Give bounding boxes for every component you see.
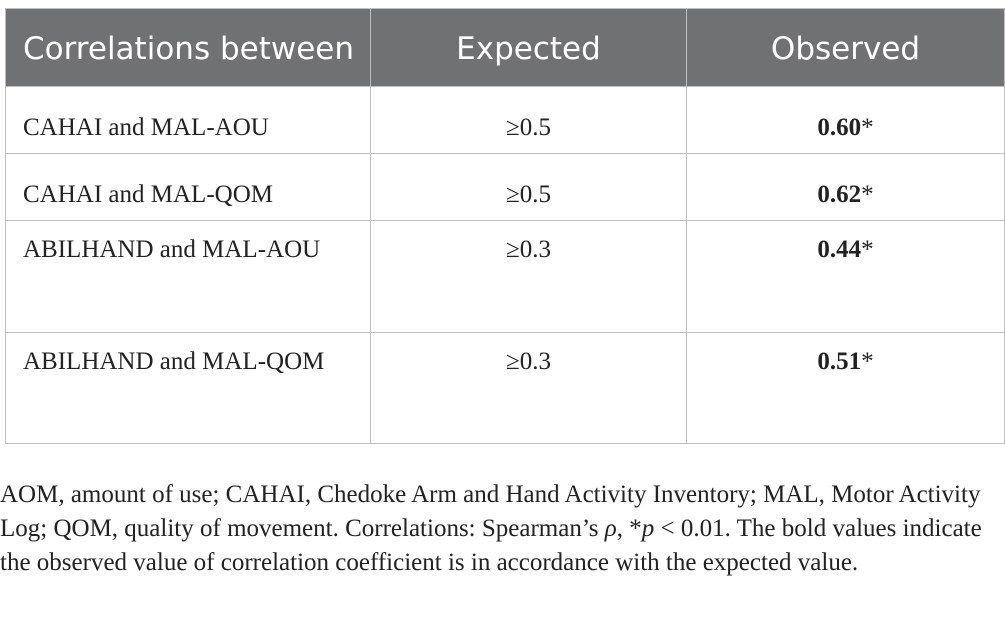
observed-value: 0.44 bbox=[817, 236, 862, 263]
table-row: CAHAI and MAL-AOU ≥0.5 0.60* bbox=[5, 86, 1005, 154]
observed-line: 0.51* bbox=[687, 337, 1004, 387]
expected-cell: ≥0.5 bbox=[370, 153, 687, 221]
correlation-table: Correlations between Expected Observed C… bbox=[5, 8, 1005, 444]
footnote-text-2: , * bbox=[616, 515, 642, 542]
correlation-text: ABILHAND and MAL-AOU bbox=[23, 236, 321, 263]
header-expected: Expected bbox=[370, 8, 687, 87]
header-correlations-between: Correlations between bbox=[5, 8, 371, 87]
header-observed: Observed bbox=[686, 8, 1005, 87]
table-row: ABILHAND and MAL-QOM ≥0.3 0.51* bbox=[5, 332, 1005, 444]
observed-value: 0.60 bbox=[817, 114, 862, 141]
correlation-cell: CAHAI and MAL-QOM bbox=[5, 153, 371, 221]
correlation-cell: ABILHAND and MAL-QOM bbox=[5, 332, 371, 444]
correlation-cell: ABILHAND and MAL-AOU bbox=[5, 220, 371, 333]
significance-mark: * bbox=[861, 114, 874, 141]
observed-value: 0.62 bbox=[817, 181, 862, 208]
correlation-cell: CAHAI and MAL-AOU bbox=[5, 86, 371, 154]
correlation-text: ABILHAND and MAL-QOM bbox=[23, 348, 325, 375]
table-footnote: AOM, amount of use; CAHAI, Chedoke Arm a… bbox=[0, 478, 1000, 580]
footnote-text-1: AOM, amount of use; CAHAI, Chedoke Arm a… bbox=[0, 481, 981, 542]
expected-text: ≥0.3 bbox=[506, 348, 551, 375]
p-symbol: p bbox=[641, 515, 655, 542]
expected-cell: ≥0.3 bbox=[370, 220, 687, 333]
significance-mark: * bbox=[861, 348, 874, 375]
significance-mark: * bbox=[861, 236, 874, 263]
table-header-row: Correlations between Expected Observed bbox=[5, 8, 1005, 87]
expected-text: ≥0.3 bbox=[506, 236, 551, 263]
rho-symbol: ρ bbox=[604, 515, 617, 542]
observed-cell: 0.51* bbox=[686, 332, 1005, 444]
expected-cell: ≥0.3 bbox=[370, 332, 687, 444]
observed-cell: 0.60* bbox=[686, 86, 1005, 154]
significance-mark: * bbox=[861, 181, 874, 208]
correlation-table-container: Correlations between Expected Observed C… bbox=[5, 8, 1005, 444]
expected-cell: ≥0.5 bbox=[370, 86, 687, 154]
footnote-text-3: < 0.01. The bold values indicate the obs… bbox=[0, 515, 982, 576]
observed-cell: 0.62* bbox=[686, 153, 1005, 221]
observed-value: 0.51 bbox=[817, 348, 862, 375]
observed-cell: 0.44* bbox=[686, 220, 1005, 333]
observed-line: 0.44* bbox=[687, 225, 1004, 275]
table-row: ABILHAND and MAL-AOU ≥0.3 0.44* bbox=[5, 220, 1005, 333]
table-row: CAHAI and MAL-QOM ≥0.5 0.62* bbox=[5, 153, 1005, 221]
footnote-paragraph: AOM, amount of use; CAHAI, Chedoke Arm a… bbox=[0, 478, 1000, 580]
